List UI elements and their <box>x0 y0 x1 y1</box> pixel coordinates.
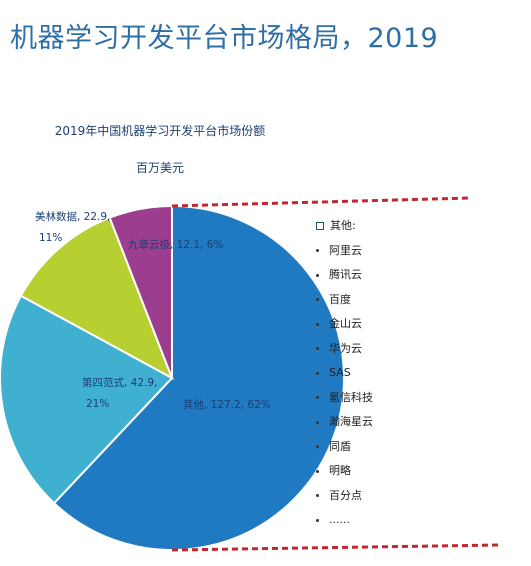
others-list-item: 百分点 <box>316 484 373 509</box>
others-list-item: 氪信科技 <box>316 386 373 411</box>
bullet-dot-icon <box>316 322 319 326</box>
others-list-item-label: 金山云 <box>329 317 362 330</box>
bullet-dot-icon <box>316 518 319 522</box>
others-list-item-label: 百分点 <box>329 488 362 502</box>
others-list-item: 百度 <box>316 288 373 313</box>
pie-slice-1 <box>52 204 345 551</box>
others-list-item: 瀚海星云 <box>316 410 373 435</box>
others-list-item-label: 瀚海星云 <box>329 415 373 428</box>
others-list-item: SAS <box>316 361 373 386</box>
others-list-header-label: 其他: <box>330 219 356 232</box>
chart-subtitle: 百万美元 <box>136 161 184 175</box>
others-list-item-label: 明略 <box>329 464 351 477</box>
others-list-item-label: 百度 <box>329 292 351 306</box>
slice-label-2: 第四范式, 42.9, 21% <box>82 376 157 410</box>
others-list: 其他: 阿里云腾讯云百度金山云华为云 SAS 氪信科技瀚海星云同盾明略百分点....… <box>316 214 373 533</box>
dashed-callout-line-2 <box>171 543 501 552</box>
bullet-dot-icon <box>316 249 319 253</box>
bullet-dot-icon <box>316 371 319 375</box>
bullet-dot-icon <box>316 494 319 498</box>
others-list-item: 华为云 <box>316 337 373 362</box>
page-title: 机器学习开发平台市场格局，2019 <box>10 23 439 54</box>
others-list-item-label: 腾讯云 <box>329 268 362 281</box>
pie-slice-3 <box>19 216 174 381</box>
slice-label-3-line-2: 11% <box>39 232 62 244</box>
others-list-item: 腾讯云 <box>316 263 373 288</box>
dashed-callout-line-1 <box>171 196 471 208</box>
square-bullet-icon <box>316 222 324 231</box>
others-list-item-label: 同盾 <box>329 439 351 453</box>
bullet-dot-icon <box>316 445 319 449</box>
slice-label-3-line-1: 美林数据, 22.9, <box>35 210 110 223</box>
bullet-dot-icon <box>316 273 319 277</box>
others-list-item-label: 阿里云 <box>329 243 362 257</box>
pie-slice-4 <box>108 204 173 379</box>
others-list-item: ...... <box>316 508 373 533</box>
slice-label-2-line-2: 21% <box>86 398 109 410</box>
bullet-dot-icon <box>316 347 319 351</box>
slice-label-3: 美林数据, 22.9, 11% <box>35 210 110 244</box>
slice-label-2-line-1: 第四范式, 42.9, <box>82 376 157 389</box>
slice-label-1: 其他, 127.2, 62% <box>183 398 271 411</box>
others-list-item: 同盾 <box>316 435 373 460</box>
others-list-item-label: ...... <box>329 513 350 526</box>
others-list-item: 明略 <box>316 459 373 484</box>
others-list-item-label: 氪信科技 <box>329 390 373 404</box>
others-list-item: 金山云 <box>316 312 373 337</box>
others-list-item-label: 华为云 <box>329 341 362 355</box>
others-list-item-label: SAS <box>329 366 351 379</box>
bullet-dot-icon <box>316 298 319 302</box>
pie-slice-2 <box>0 294 174 505</box>
others-bracket <box>171 196 501 552</box>
slice-label-4: 九章云极, 12.1, 6% <box>128 238 223 251</box>
bullet-dot-icon <box>316 420 319 424</box>
bullet-dot-icon <box>316 396 319 400</box>
bullet-dot-icon <box>316 469 319 473</box>
others-list-item: 阿里云 <box>316 239 373 264</box>
others-list-header: 其他: <box>316 214 373 239</box>
chart-title: 2019年中国机器学习开发平台市场份额 <box>55 123 266 138</box>
